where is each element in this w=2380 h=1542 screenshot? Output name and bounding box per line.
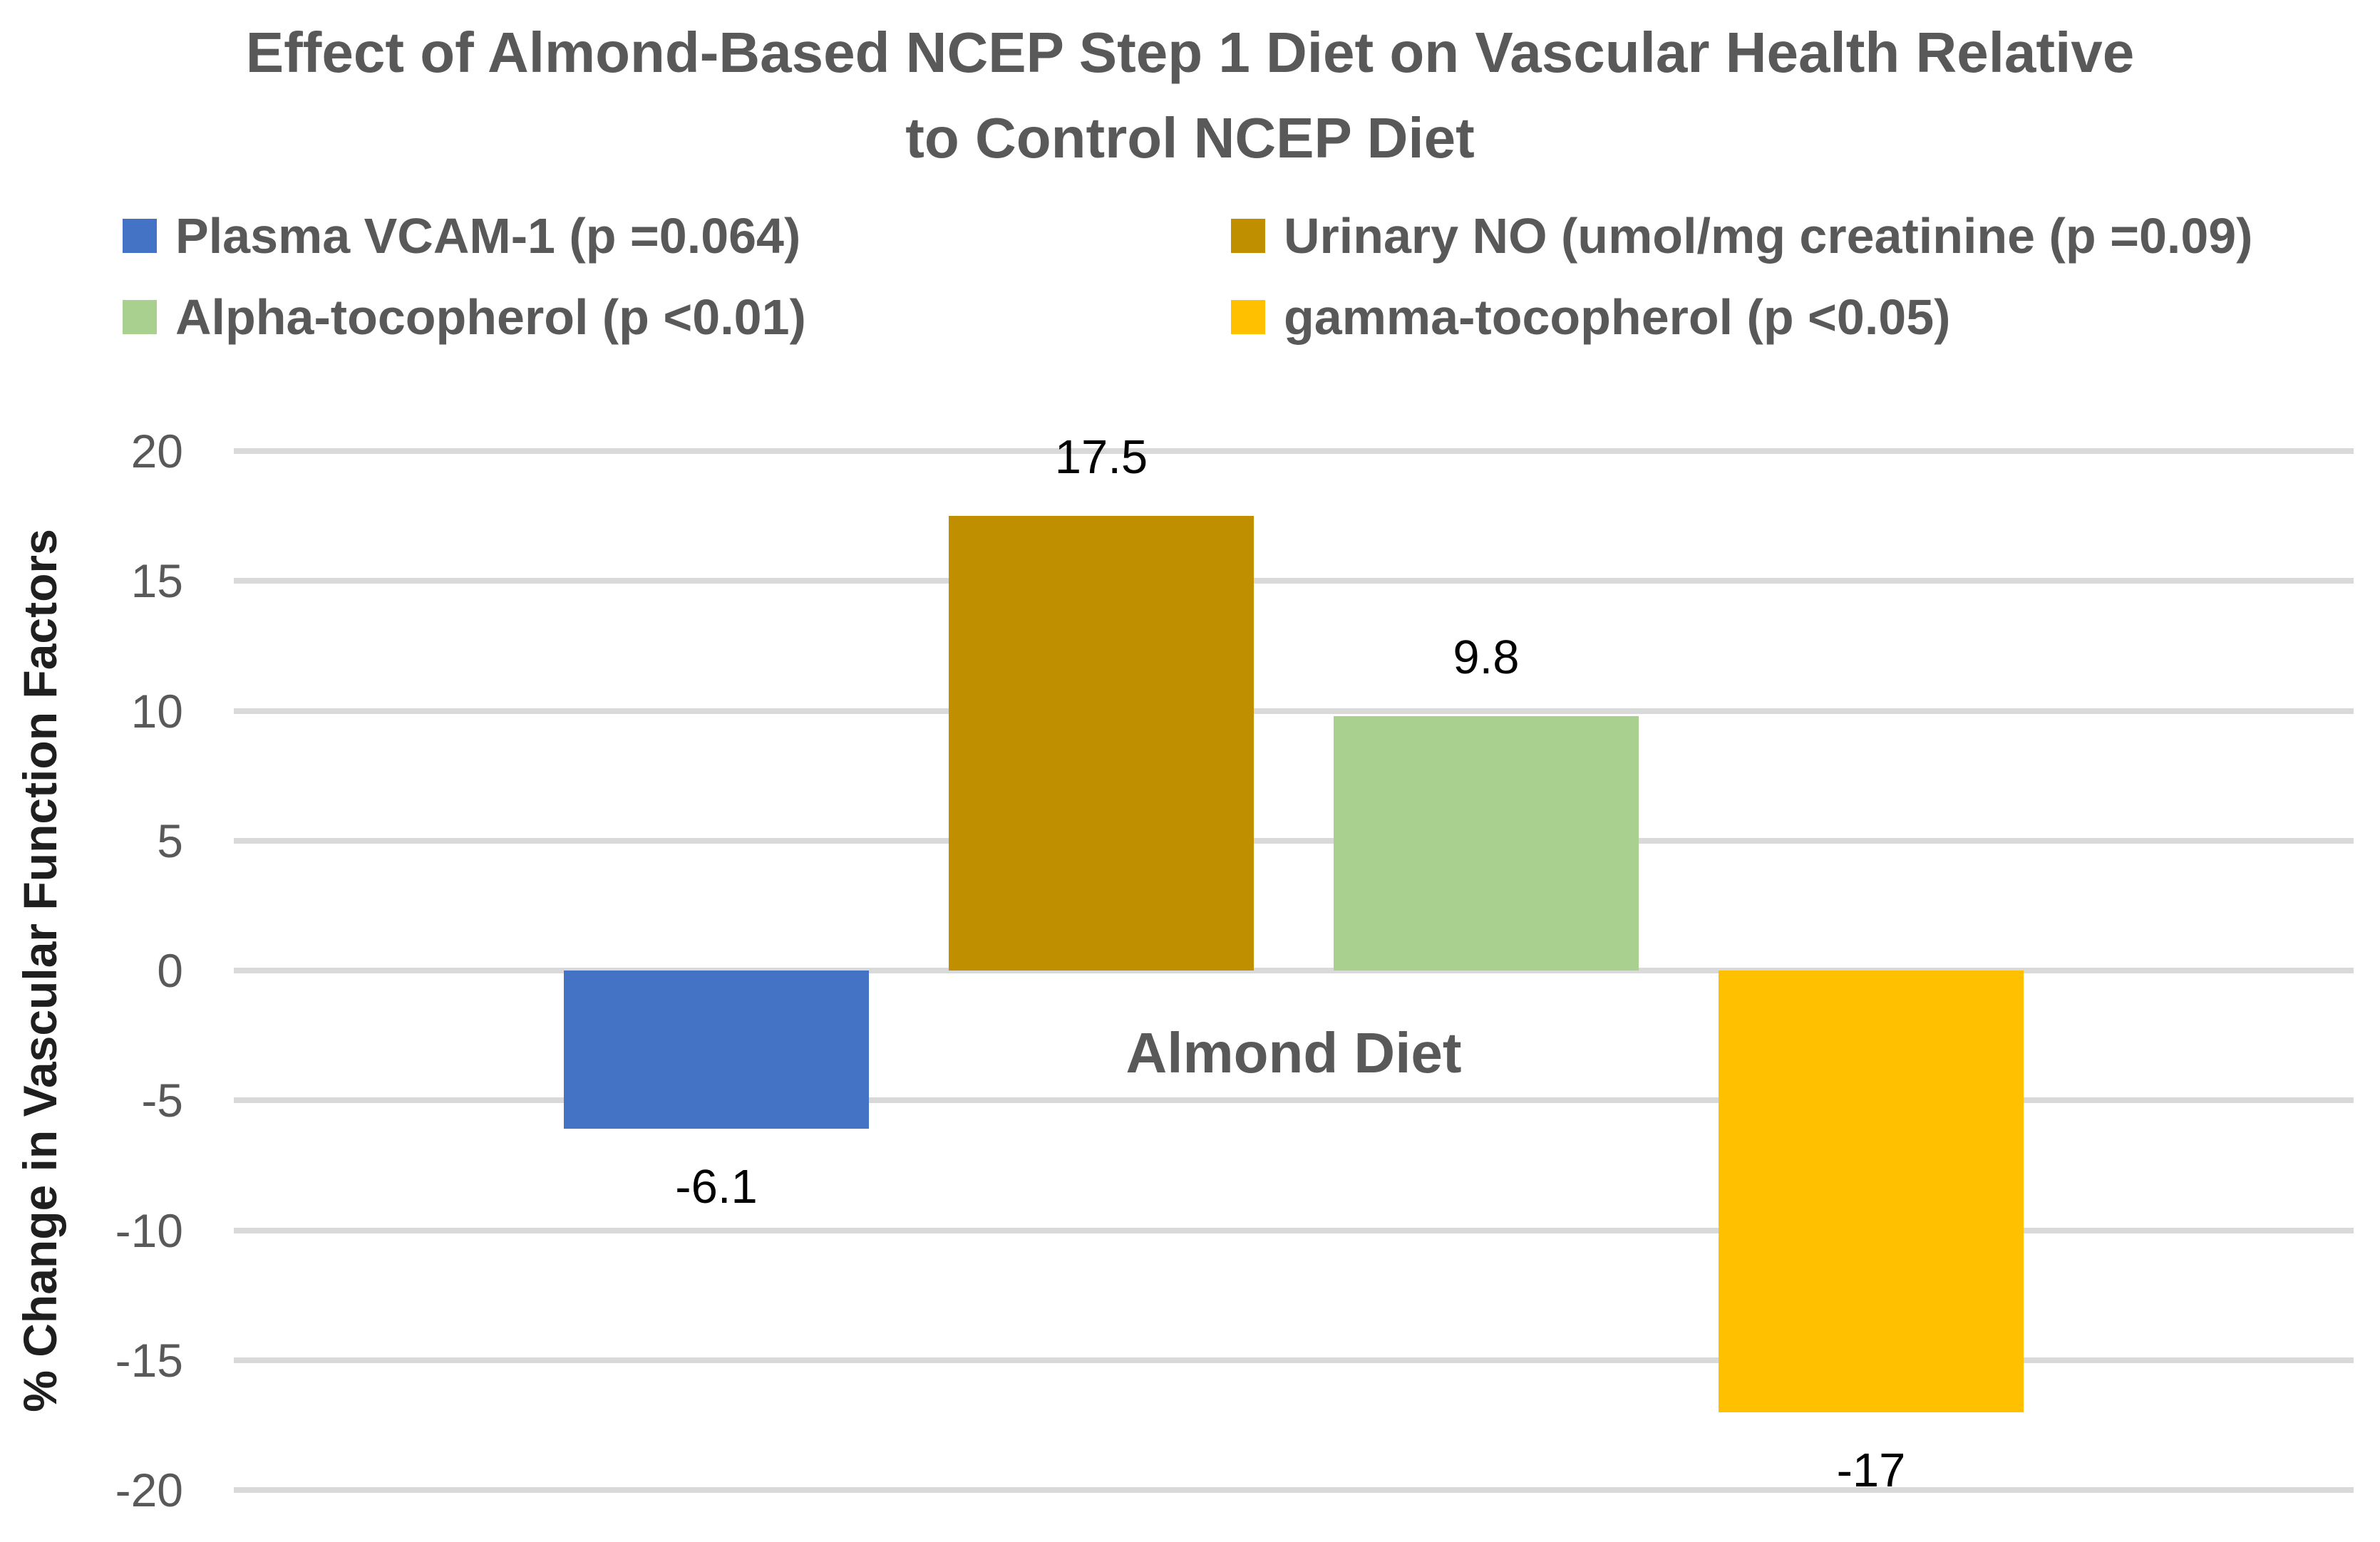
gridline-y--15	[234, 1357, 2354, 1363]
legend-swatch-green-icon	[123, 300, 157, 334]
legend-swatch-yellow-icon	[1231, 300, 1265, 334]
gridline-y-20	[234, 448, 2354, 454]
bar-series-0	[564, 971, 869, 1129]
gridline-y-10	[234, 708, 2354, 714]
category-label-almond-diet: Almond Diet	[1125, 1021, 1462, 1085]
data-label-series-3: -17	[1836, 1443, 1906, 1497]
data-label-series-0: -6.1	[675, 1160, 758, 1214]
legend-swatch-dark-gold-icon	[1231, 219, 1265, 253]
bar-series-3	[1719, 971, 2024, 1412]
legend-label-alpha-tocopherol: Alpha-tocopherol (p <0.01)	[175, 289, 806, 345]
gridline-y-5	[234, 837, 2354, 844]
legend-item-gamma-tocopherol: gamma-tocopherol (p <0.05)	[1231, 286, 1950, 348]
y-tick-label--15: -15	[115, 1333, 183, 1387]
y-tick-label--10: -10	[115, 1204, 183, 1257]
legend-label-urinary-no: Urinary NO (umol/mg creatinine (p =0.09)	[1284, 208, 2253, 264]
gridline-y-15	[234, 578, 2354, 584]
data-label-series-1: 17.5	[1054, 430, 1148, 485]
data-label-series-2: 9.8	[1453, 630, 1520, 684]
legend-label-gamma-tocopherol: gamma-tocopherol (p <0.05)	[1284, 289, 1951, 345]
legend-item-plasma-vcam1: Plasma VCAM-1 (p =0.064)	[123, 205, 800, 267]
bar-series-2	[1334, 715, 1639, 971]
y-tick-label-10: 10	[130, 684, 183, 738]
legend-item-urinary-no: Urinary NO (umol/mg creatinine (p =0.09)	[1231, 205, 2253, 267]
legend-item-alpha-tocopherol: Alpha-tocopherol (p <0.01)	[123, 286, 806, 348]
y-tick-label-0: 0	[157, 944, 183, 997]
chart-title-line1: Effect of Almond-Based NCEP Step 1 Diet …	[245, 21, 2135, 84]
y-tick-label--20: -20	[115, 1464, 183, 1516]
legend-label-plasma-vcam1: Plasma VCAM-1 (p =0.064)	[175, 208, 801, 264]
gridline-y--20	[234, 1487, 2354, 1493]
y-tick-label-20: 20	[130, 425, 183, 477]
legend-swatch-blue-icon	[123, 219, 157, 253]
y-tick-label-5: 5	[157, 814, 183, 867]
bar-series-1	[949, 516, 1254, 971]
chart-title-line2: to Control NCEP Diet	[905, 106, 1475, 170]
gridline-y--5	[234, 1097, 2354, 1104]
chart-title: Effect of Almond-Based NCEP Step 1 Diet …	[0, 10, 2380, 181]
gridline-y--10	[234, 1227, 2354, 1233]
y-tick-label-15: 15	[130, 554, 183, 608]
y-tick-label--5: -5	[141, 1074, 183, 1127]
gridline-y-0	[234, 968, 2354, 973]
